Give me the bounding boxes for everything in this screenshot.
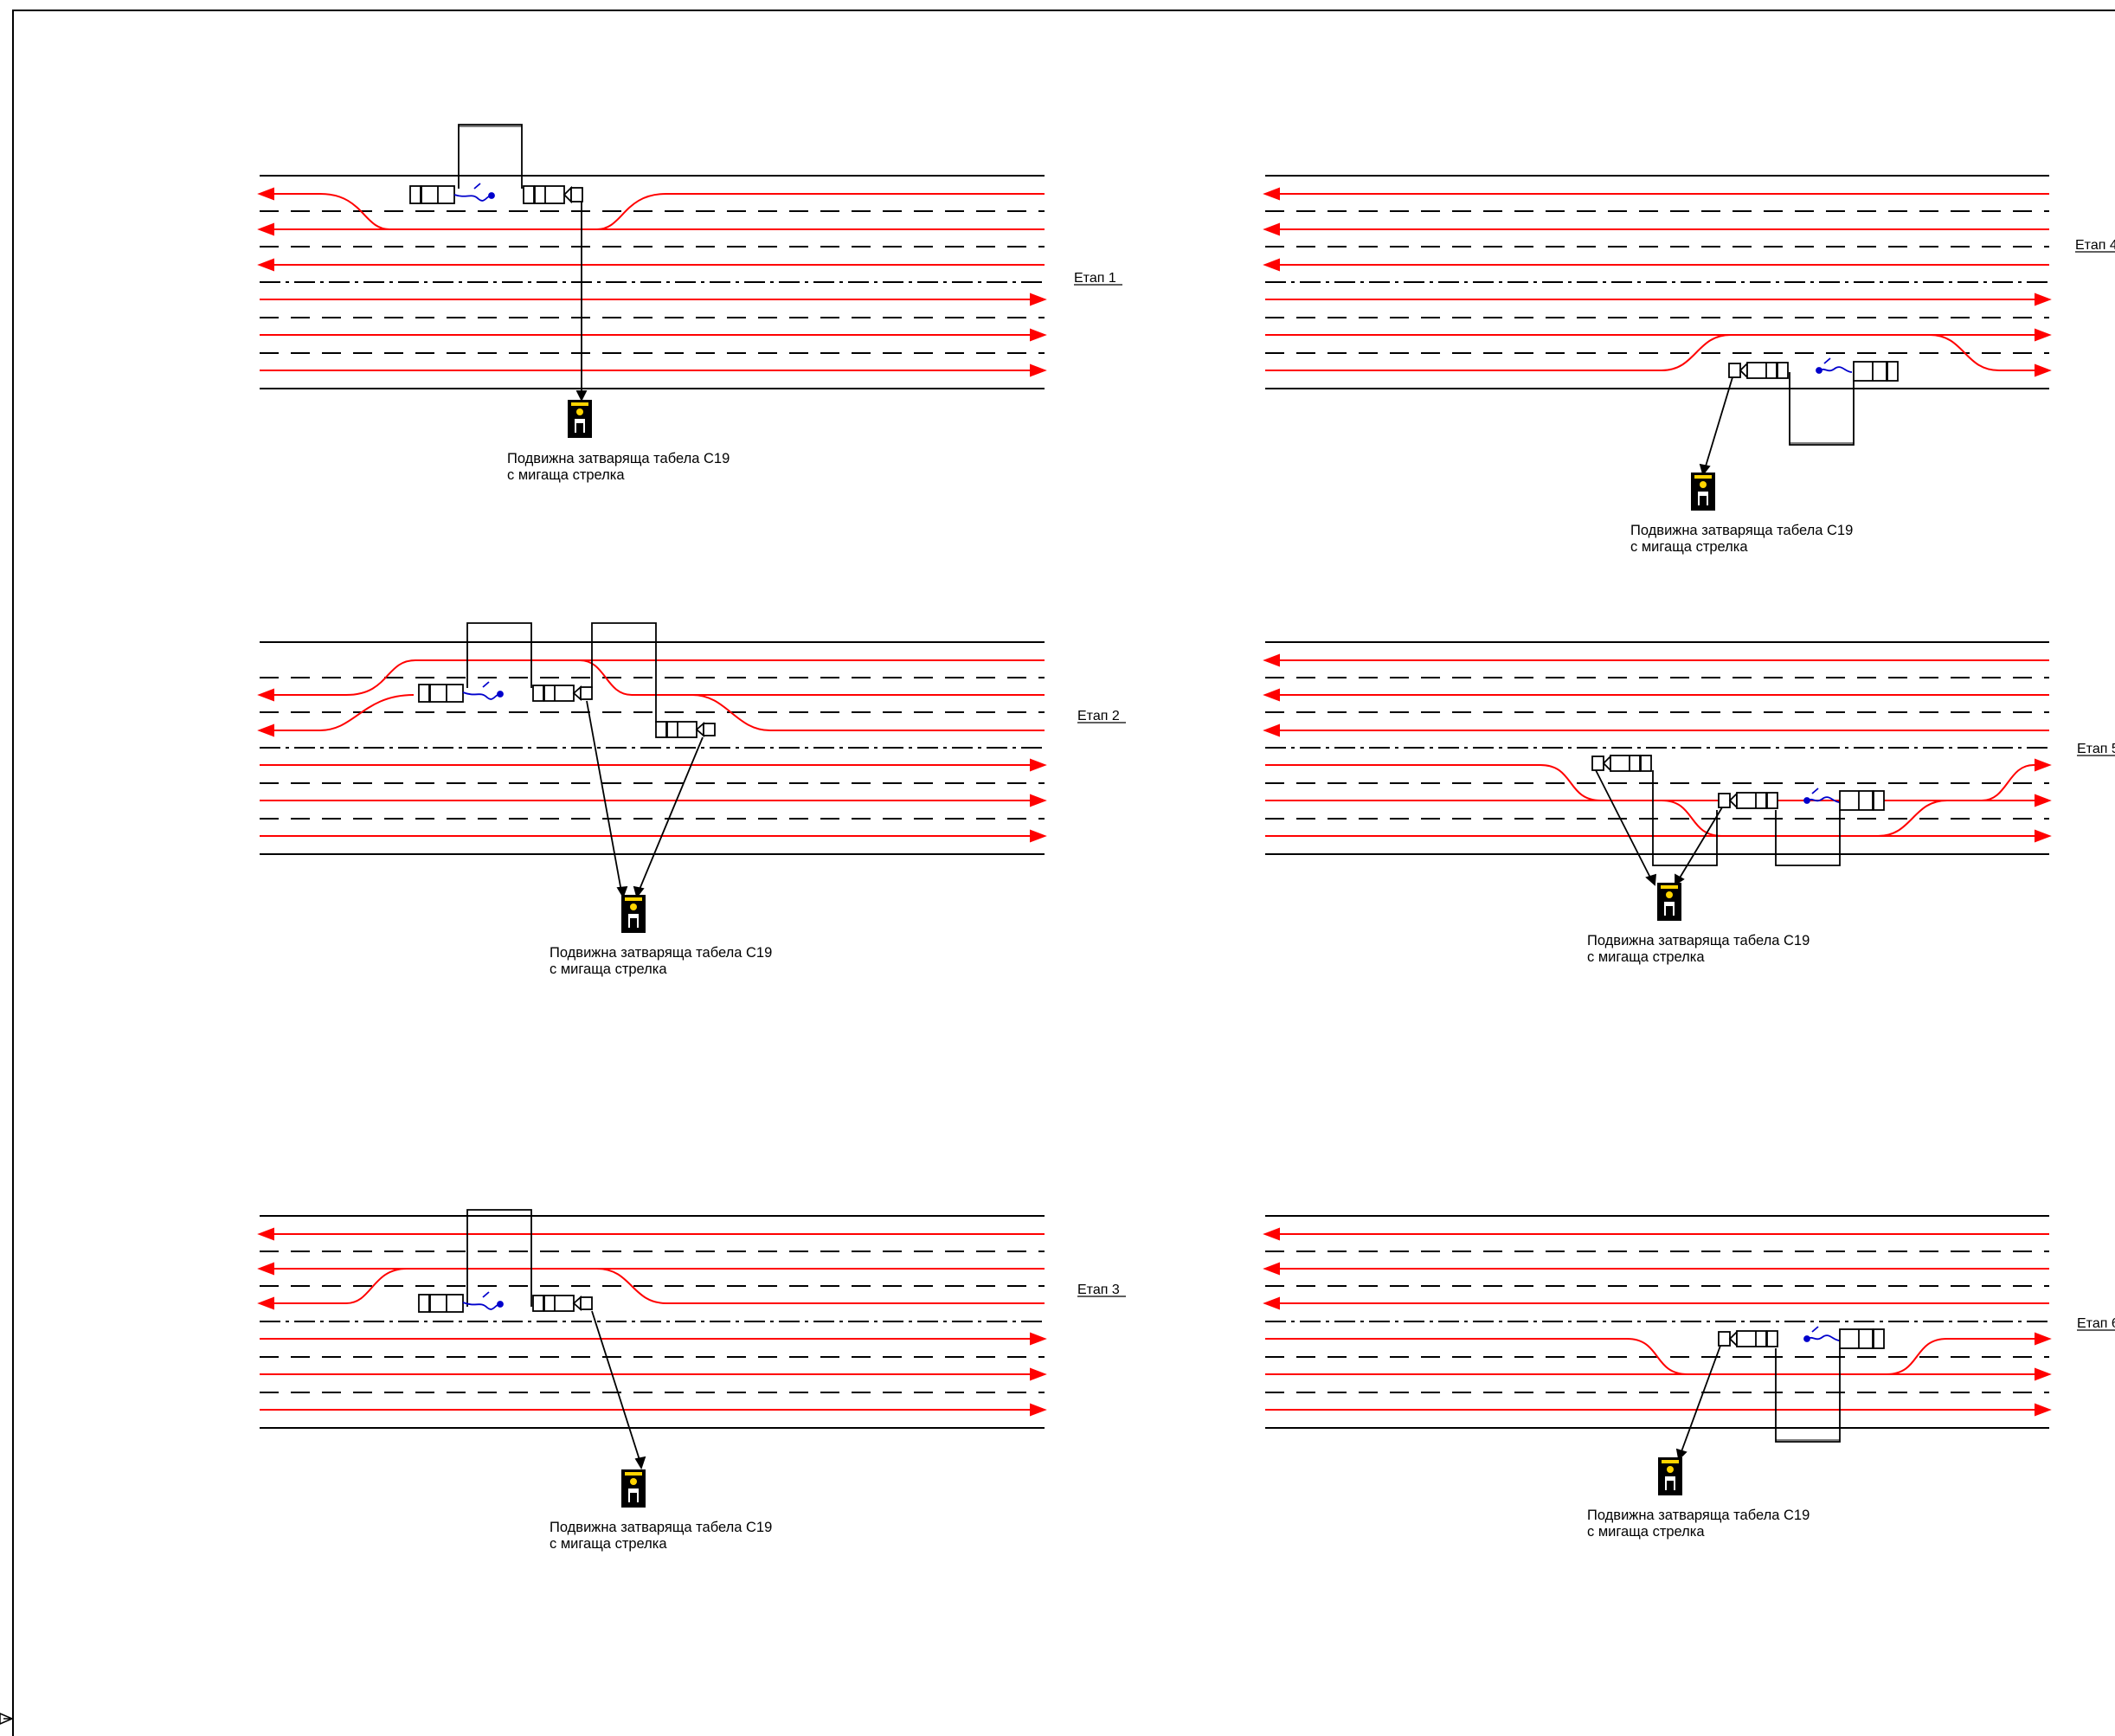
truck-icon [1728, 361, 1789, 380]
truck-icon [532, 685, 593, 702]
stage-4: Подвижна затваряща табела C19 с мигаща с… [1263, 175, 2115, 555]
road-markings [1265, 641, 2049, 855]
north-arrow-icon [0, 1713, 14, 1725]
sign-caption-line2: с мигаща стрелка [1587, 1524, 1705, 1540]
truck-icon [655, 721, 716, 738]
mobile-sign-c19-icon [621, 1469, 646, 1508]
stage-label: Етап 4 [2075, 238, 2115, 253]
mobile-sign-c19-icon [1657, 883, 1681, 921]
truck-icon [409, 185, 455, 204]
stage-label: Етап 2 [1077, 709, 1120, 723]
sign-caption-line2: с мигаща стрелка [1630, 539, 1748, 555]
traffic-arrows [1263, 187, 2052, 377]
road-markings [260, 641, 1045, 855]
truck-icon [1853, 361, 1899, 382]
truck-icon [418, 1294, 464, 1313]
cone-taper-icon [453, 183, 495, 202]
traffic-arrows [257, 659, 1047, 843]
mobile-sign-c19-icon [568, 400, 592, 438]
mobile-sign-c19-icon [1691, 473, 1715, 511]
stage-5: Подвижна затваряща табела C19 с мигаща с… [1263, 641, 2115, 965]
truck-icon [1718, 1329, 1778, 1348]
sign-caption-line1: Подвижна затваряща табела C19 [550, 1520, 772, 1535]
stage-label: Етап 1 [1074, 271, 1116, 286]
truck-icon [1839, 1328, 1885, 1349]
stage-label: Етап 6 [2077, 1316, 2115, 1331]
truck-icon [1839, 790, 1885, 811]
cone-taper-icon [1816, 357, 1853, 374]
road-markings [260, 175, 1045, 389]
stage-6: Подвижна затваряща табела C19 с мигаща с… [1263, 1215, 2115, 1540]
work-zone-equipment [409, 124, 588, 402]
sign-caption-line1: Подвижна затваряща табела C19 [1587, 933, 1810, 948]
traffic-arrows [1263, 1227, 2052, 1417]
sign-caption-line1: Подвижна затваряща табела C19 [507, 451, 730, 466]
cone-taper-icon [1803, 1326, 1841, 1342]
stage-2: Подвижна затваряща табела C19 с мигаща с… [257, 622, 1126, 977]
cone-taper-icon [462, 681, 504, 700]
traffic-arrows [257, 187, 1047, 377]
stage-1: Подвижна затваряща табела C19 с мигаща с… [257, 124, 1122, 483]
truck-icon [1718, 791, 1778, 810]
stage-3: Подвижна затваряща табела C19 с мигаща с… [257, 1209, 1126, 1552]
truck-icon [418, 684, 464, 703]
road-markings [1265, 1215, 2049, 1429]
cone-taper-icon [462, 1291, 504, 1310]
sign-caption-line2: с мигаща стрелка [507, 467, 625, 483]
mobile-sign-c19-icon [1658, 1457, 1682, 1495]
sign-caption-line2: с мигаща стрелка [550, 1536, 667, 1552]
sign-caption-line2: с мигаща стрелка [550, 961, 667, 977]
work-zone-equipment [1699, 357, 1899, 476]
stage-label: Етап 5 [2077, 742, 2115, 756]
sign-caption-line1: Подвижна затваряща табела C19 [1630, 523, 1853, 538]
work-zone-equipment [418, 1209, 646, 1470]
truck-icon [532, 1295, 593, 1312]
work-zone-equipment [1675, 1326, 1885, 1461]
sheet-frame [12, 10, 2115, 1736]
road-markings [1265, 175, 2049, 389]
truck-icon [1591, 754, 1652, 773]
truck-icon [523, 185, 583, 204]
sign-caption-line1: Подвижна затваряща табела C19 [550, 945, 772, 961]
cone-taper-icon [1803, 788, 1841, 804]
work-zone-equipment [418, 622, 716, 899]
sign-caption-line2: с мигаща стрелка [1587, 949, 1705, 965]
road-markings [260, 1215, 1045, 1429]
stage-label: Етап 3 [1077, 1283, 1120, 1297]
work-zone-equipment [1591, 754, 1885, 886]
mobile-sign-c19-icon [621, 895, 646, 933]
sign-caption-line1: Подвижна затваряща табела C19 [1587, 1508, 1810, 1523]
traffic-arrows [257, 1227, 1047, 1417]
traffic-arrows [1263, 653, 2052, 843]
